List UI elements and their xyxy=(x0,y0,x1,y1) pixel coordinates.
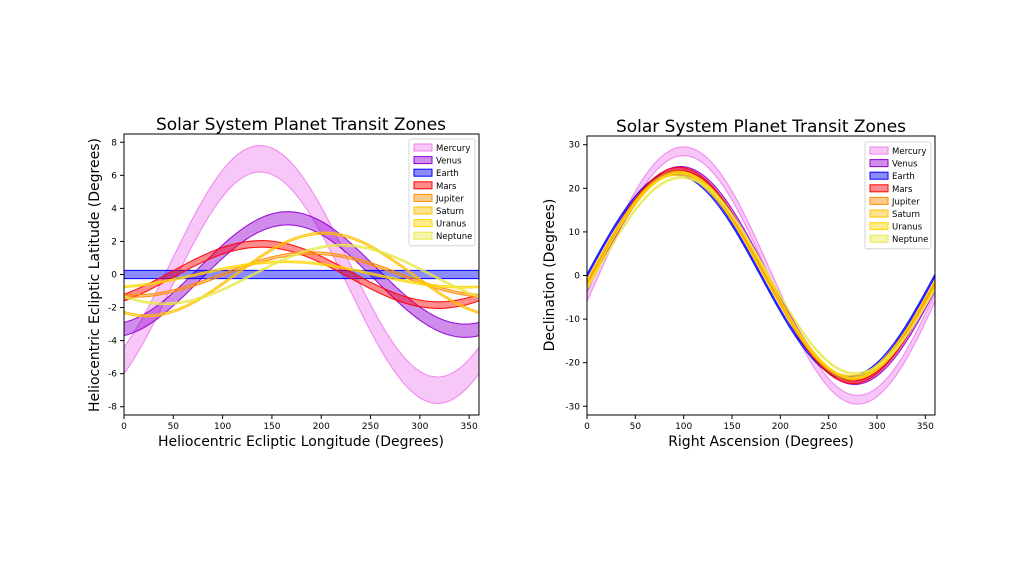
legend-label-jupiter: Jupiter xyxy=(435,194,464,204)
legend-swatch-jupiter xyxy=(413,193,433,202)
x-tick-label: 50 xyxy=(630,422,642,432)
legend-label-earth: Earth xyxy=(436,169,459,179)
x-tick-label: 300 xyxy=(868,422,885,432)
legend-swatch-neptune xyxy=(869,234,889,243)
y-tick-label: 30 xyxy=(569,141,581,151)
chart-ecliptic: Solar System Planet Transit Zones 0 50 100… xyxy=(87,115,480,450)
legend-label-saturn: Saturn xyxy=(436,207,464,217)
x-tick-label: 300 xyxy=(411,422,428,432)
legend-box xyxy=(864,141,932,250)
y-tick-label: -30 xyxy=(565,402,580,412)
band-mercury xyxy=(124,145,479,404)
x-tick-label: 200 xyxy=(772,422,789,432)
legend-label-saturn: Saturn xyxy=(892,210,920,220)
legend-swatch-mars xyxy=(869,184,889,193)
x-axis-label: Heliocentric Ecliptic Longitude (Degrees… xyxy=(158,434,444,450)
legend-box xyxy=(408,138,476,247)
x-tick-label: 350 xyxy=(917,422,934,432)
y-tick-label: 8 xyxy=(111,138,117,148)
y-tick-label: -4 xyxy=(108,337,117,347)
legend-label-uranus: Uranus xyxy=(892,223,923,233)
legend-swatch-mercury xyxy=(413,143,433,152)
band-mars xyxy=(587,166,935,385)
x-tick-label: 0 xyxy=(121,422,127,432)
band-neptune xyxy=(587,176,935,375)
legend-swatch-mercury xyxy=(869,146,889,155)
legend-label-earth: Earth xyxy=(892,172,915,182)
x-tick-label: 150 xyxy=(723,422,740,432)
y-tick-label: 6 xyxy=(111,171,117,181)
band-uranus xyxy=(124,260,479,289)
legend-swatch-uranus xyxy=(413,219,433,228)
y-tick-label: -8 xyxy=(108,403,117,413)
band-mars xyxy=(124,240,479,309)
y-axis-label: Heliocentric Ecliptic Latitude (Degrees) xyxy=(87,138,103,412)
chart-equatorial: Solar System Planet Transit Zones 0 50 100… xyxy=(542,117,936,450)
y-tick-label: 0 xyxy=(111,271,117,281)
x-tick-label: 250 xyxy=(362,422,379,432)
y-tick-label: -2 xyxy=(108,304,117,314)
legend-label-neptune: Neptune xyxy=(436,232,472,242)
legend-swatch-venus xyxy=(869,159,889,168)
y-tick-label: -6 xyxy=(108,370,117,380)
x-tick-label: 100 xyxy=(675,422,692,432)
legend-swatch-saturn xyxy=(869,209,889,218)
legend-swatch-uranus xyxy=(869,222,889,231)
legend-label-mercury: Mercury xyxy=(892,147,926,157)
legend-swatch-venus xyxy=(413,156,433,165)
legend-swatch-saturn xyxy=(413,206,433,215)
band-saturn xyxy=(124,231,479,318)
x-tick-label: 150 xyxy=(263,422,280,432)
y-tick-label: -10 xyxy=(565,315,580,325)
legend-label-jupiter: Jupiter xyxy=(891,197,920,207)
y-tick-label: 2 xyxy=(111,237,117,247)
legend-swatch-mars xyxy=(413,181,433,190)
legend-swatch-earth xyxy=(413,168,433,177)
legend-label-mars: Mars xyxy=(892,185,913,195)
band-neptune xyxy=(124,243,479,306)
x-tick-label: 100 xyxy=(214,422,231,432)
legend-swatch-earth xyxy=(869,171,889,180)
legend-label-uranus: Uranus xyxy=(436,220,467,230)
y-tick-label: 4 xyxy=(111,204,117,214)
legend: Mercury Venus Earth Mars Jupiter Saturn Uranus… xyxy=(408,138,476,247)
x-tick-label: 0 xyxy=(584,422,590,432)
y-tick-label: -20 xyxy=(565,359,580,369)
legend-label-venus: Venus xyxy=(436,157,462,167)
legend-swatch-neptune xyxy=(413,231,433,240)
legend-label-venus: Venus xyxy=(892,160,918,170)
x-tick-label: 200 xyxy=(313,422,330,432)
x-axis-label: Right Ascension (Degrees) xyxy=(668,434,854,450)
x-tick-label: 250 xyxy=(820,422,837,432)
y-tick-label: 20 xyxy=(569,184,581,194)
legend-label-mercury: Mercury xyxy=(436,144,470,154)
legend-label-mars: Mars xyxy=(436,182,457,192)
x-tick-label: 350 xyxy=(461,422,478,432)
x-tick-label: 50 xyxy=(168,422,180,432)
y-tick-label: 0 xyxy=(574,272,580,282)
y-tick-label: 10 xyxy=(569,228,581,238)
chart-title: Solar System Planet Transit Zones xyxy=(616,117,906,137)
legend-label-neptune: Neptune xyxy=(892,235,928,245)
legend: Mercury Venus Earth Mars Jupiter Saturn Uranus… xyxy=(864,141,932,250)
legend-swatch-jupiter xyxy=(869,196,889,205)
band-uranus xyxy=(587,171,935,380)
chart-title: Solar System Planet Transit Zones xyxy=(156,115,446,135)
band-mercury xyxy=(587,146,935,405)
y-axis-label: Declination (Degrees) xyxy=(542,199,558,352)
